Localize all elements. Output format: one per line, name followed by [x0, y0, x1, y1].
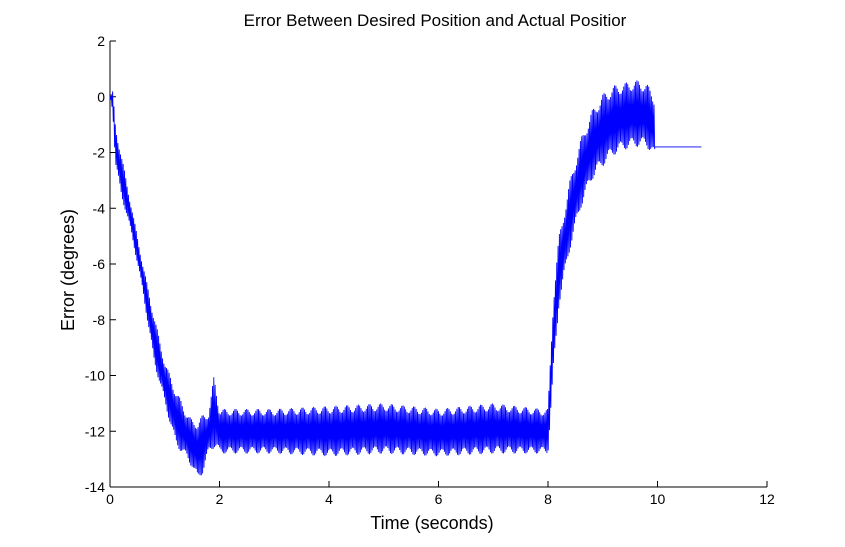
y-tick-label: -2 — [93, 145, 106, 161]
y-tick-label: -6 — [93, 256, 106, 272]
x-tick-label: 6 — [435, 491, 443, 507]
y-tick-label: -10 — [85, 368, 105, 384]
x-tick-label: 12 — [759, 491, 775, 507]
y-tick-label: 2 — [97, 33, 105, 49]
x-tick-label: 0 — [106, 491, 114, 507]
plot-area — [109, 80, 702, 476]
y-tick-label: 0 — [97, 89, 105, 105]
y-axis-label: Error (degrees) — [58, 209, 78, 331]
y-tick-label: -8 — [93, 312, 106, 328]
y-tick-label: -14 — [85, 479, 105, 495]
x-tick-label: 4 — [325, 491, 333, 507]
x-tick-label: 2 — [216, 491, 224, 507]
y-tick-label: -4 — [93, 200, 106, 216]
x-tick-label: 10 — [650, 491, 666, 507]
chart-title: Error Between Desired Position and Actua… — [244, 11, 627, 30]
y-ticks: 2 0 -2 -4 -6 -8 -10 -12 -14 — [85, 33, 116, 495]
error-series-line — [109, 80, 702, 476]
x-axis-label: Time (seconds) — [370, 513, 493, 533]
y-tick-label: -12 — [85, 423, 105, 439]
x-ticks: 0 2 4 6 8 10 12 — [106, 481, 775, 507]
x-tick-label: 8 — [544, 491, 552, 507]
